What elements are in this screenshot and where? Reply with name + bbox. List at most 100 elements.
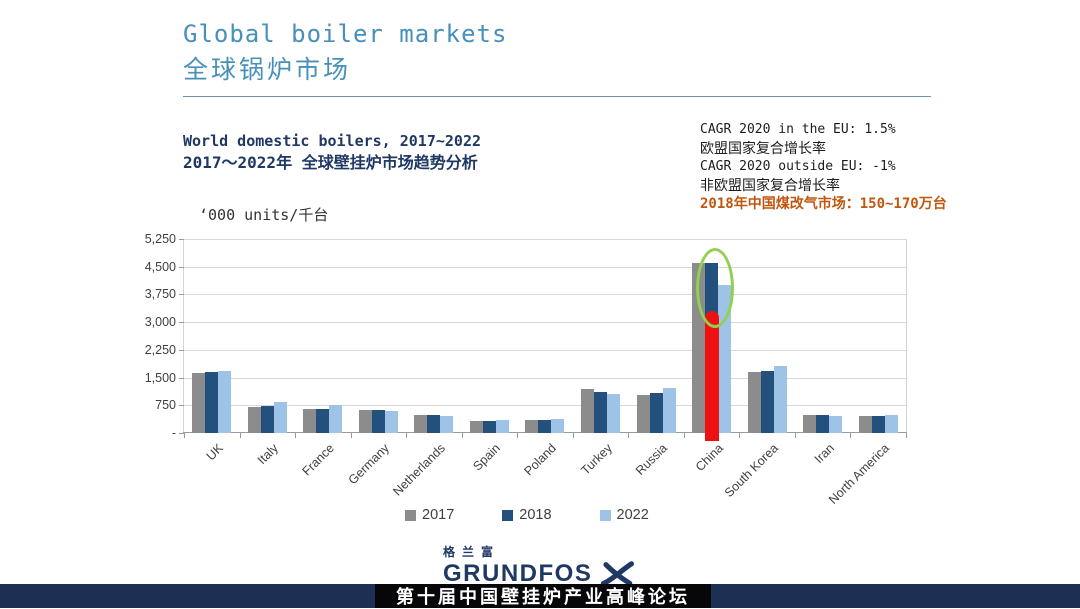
bar-iran-2017	[803, 415, 817, 433]
bar-south-korea-2022	[773, 366, 787, 433]
bar-netherlands-2017	[414, 415, 428, 433]
footer-banner: 第十届中国壁挂炉产业高峰论坛	[0, 584, 1080, 608]
x-axis-tick	[572, 433, 574, 438]
x-axis-tick	[906, 433, 907, 438]
bar-south-korea-2018	[760, 370, 774, 433]
y-axis-tick	[179, 266, 184, 268]
legend-label-2022: 2022	[616, 507, 649, 523]
bar-russia-2022	[662, 388, 676, 433]
legend-label-2017: 2017	[422, 507, 455, 523]
bar-poland-2018	[538, 419, 552, 433]
legend-item-2018: 2018	[502, 507, 552, 523]
bar-iran-2018	[816, 414, 830, 433]
x-axis-tick	[850, 433, 852, 438]
bar-france-2017	[303, 409, 317, 433]
gridline	[184, 322, 906, 324]
gridline	[184, 294, 906, 296]
bar-uk-2017	[192, 373, 206, 433]
chart-title-zh: 2017～2022年 全球壁挂炉市场趋势分析	[183, 153, 478, 172]
bar-italy-2018	[260, 406, 274, 433]
y-axis-label: 1,500	[144, 370, 176, 385]
x-axis-tick	[794, 433, 796, 438]
bar-group-iran	[795, 239, 851, 433]
x-axis-tick	[517, 433, 519, 438]
bar-germany-2022	[384, 410, 398, 433]
y-axis-tick	[179, 405, 184, 407]
x-axis-tick	[683, 433, 685, 438]
x-axis-label-germany: Germany	[346, 441, 393, 488]
bar-group-netherlands	[406, 239, 462, 433]
bar-france-2018	[316, 408, 330, 433]
x-axis-label-iran: Iran	[811, 441, 837, 467]
x-axis-label-netherlands: Netherlands	[390, 441, 448, 499]
bar-south-korea-2017	[747, 372, 761, 433]
cagr-non-eu-line: CAGR 2020 outside EU: -1%	[700, 159, 896, 174]
footer-banner-text: 第十届中国壁挂炉产业高峰论坛	[396, 587, 690, 607]
bar-uk-2018	[205, 372, 219, 433]
bar-russia-2017	[636, 394, 650, 433]
bar-group-north-america	[850, 239, 906, 433]
grundfos-x-symbol-icon	[601, 561, 635, 586]
bar-north-america-2018	[871, 416, 885, 433]
cagr-eu-line-zh: 欧盟国家复合增长率	[700, 140, 826, 157]
bar-north-america-2017	[858, 416, 872, 433]
bar-iran-2022	[829, 416, 843, 433]
bar-poland-2017	[525, 420, 539, 433]
cagr-non-eu-line-zh: 非欧盟国家复合增长率	[700, 177, 840, 194]
x-axis-tick	[628, 433, 630, 438]
axis-units-label: ‘000 units/千台	[199, 206, 329, 224]
chart-title: World domestic boilers, 2017~2022 2017～2…	[183, 131, 481, 173]
x-axis-tick	[295, 433, 297, 438]
y-axis-label: 5,250	[144, 232, 176, 246]
bar-poland-2022	[551, 418, 565, 433]
legend-swatch-2017	[405, 509, 416, 521]
y-axis-tick	[179, 349, 184, 351]
chart-title-en: World domestic boilers, 2017~2022	[183, 132, 482, 150]
cagr-eu-line: CAGR 2020 in the EU: 1.5%	[700, 122, 896, 137]
x-axis-tick	[184, 433, 185, 438]
legend-item-2017: 2017	[405, 507, 454, 523]
slide-title-zh: 全球锅炉市场	[183, 55, 352, 84]
y-axis-tick	[179, 239, 184, 240]
gridline	[184, 349, 906, 351]
x-axis-tick	[461, 433, 463, 438]
bar-chart-plot-area: 5,250 4,500 3,750 3,000 2,250 1,500 750 - UK Ital…	[145, 232, 907, 507]
gridline	[184, 239, 906, 240]
y-axis-tick	[179, 322, 184, 324]
bar-group-turkey	[573, 239, 629, 433]
bar-spain-2018	[482, 420, 496, 433]
y-axis-tick	[179, 433, 184, 434]
legend-swatch-2022	[599, 509, 611, 521]
grundfos-logo: 格兰富 GRUNDFOS	[443, 543, 635, 588]
x-axis-label-north-america: North America	[826, 441, 893, 507]
bar-france-2022	[329, 405, 343, 433]
y-axis-label: -	[171, 426, 176, 440]
bar-netherlands-2022	[440, 416, 454, 433]
x-axis-label-france: France	[299, 441, 337, 479]
y-axis-tick	[179, 294, 184, 296]
y-axis-label: 2,250	[144, 342, 176, 357]
bar-turkey-2018	[594, 391, 608, 433]
bar-group-germany	[351, 239, 407, 433]
gridline	[184, 266, 906, 268]
bar-group-south-korea	[739, 239, 795, 433]
bar-germany-2017	[358, 410, 372, 433]
legend-item-2022: 2022	[599, 507, 649, 523]
x-axis-label-italy: Italy	[255, 441, 282, 468]
bar-group-france	[295, 239, 351, 433]
bar-group-russia	[628, 239, 684, 433]
bar-group-italy	[240, 239, 296, 433]
china-red-highlight-bar	[704, 311, 719, 441]
bar-germany-2018	[371, 409, 385, 433]
bar-turkey-2022	[607, 394, 621, 433]
bar-italy-2022	[273, 402, 287, 433]
cagr-annotation-block: CAGR 2020 in the EU: 1.5% 欧盟国家复合增长率 CAGR…	[700, 121, 947, 214]
y-axis-tick	[179, 377, 184, 379]
y-axis-label: 4,500	[144, 259, 176, 274]
bar-group-uk	[184, 239, 240, 433]
china-green-ellipse-annotation	[695, 248, 734, 328]
bar-turkey-2017	[581, 388, 595, 433]
bar-north-america-2022	[884, 415, 898, 433]
footer-banner-center: 第十届中国壁挂炉产业高峰论坛	[375, 584, 711, 608]
title-divider	[183, 96, 931, 97]
